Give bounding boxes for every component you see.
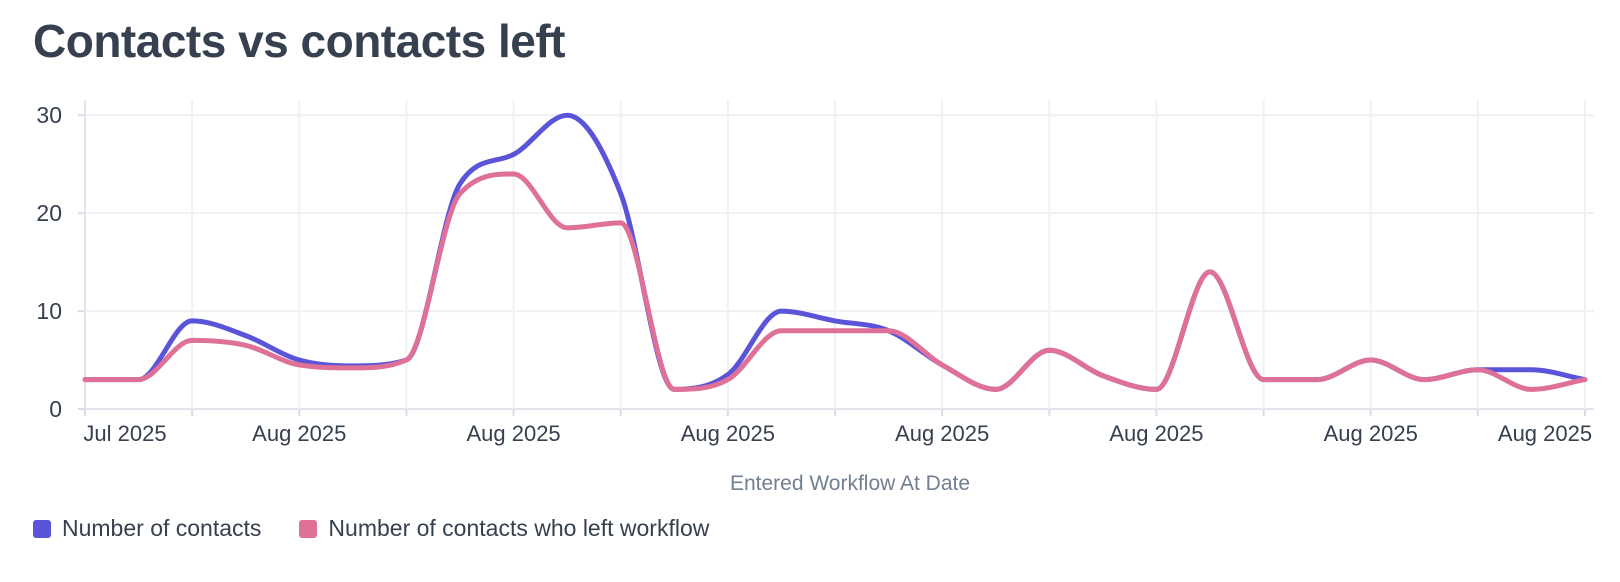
legend-label-contacts: Number of contacts [62,515,262,541]
svg-text:Aug 2025: Aug 2025 [1109,421,1203,446]
svg-text:Aug 2025: Aug 2025 [681,421,775,446]
svg-text:Aug 2025: Aug 2025 [1498,421,1592,446]
svg-text:0: 0 [49,396,62,422]
legend-swatch-contacts [33,519,51,538]
svg-text:10: 10 [36,298,62,324]
series-line-contacts-left[interactable] [82,171,1588,392]
svg-text:Aug 2025: Aug 2025 [252,421,346,446]
legend-item-contacts-left[interactable]: Number of contacts who left workflow [299,515,709,542]
svg-text:20: 20 [36,200,62,226]
svg-text:Aug 2025: Aug 2025 [895,421,989,446]
svg-text:Jul 2025: Jul 2025 [83,421,166,446]
svg-text:Aug 2025: Aug 2025 [466,421,560,446]
legend-swatch-contacts-left [299,519,318,538]
chart-legend: Number of contacts Number of contacts wh… [33,515,747,542]
svg-text:Aug 2025: Aug 2025 [1324,421,1418,446]
legend-label-contacts-left: Number of contacts who left workflow [328,515,710,541]
svg-text:30: 30 [36,102,62,128]
legend-item-contacts[interactable]: Number of contacts [33,515,261,542]
chart-title: Contacts vs contacts left [33,15,565,67]
svg-text:Entered Workflow At Date: Entered Workflow At Date [730,472,970,495]
